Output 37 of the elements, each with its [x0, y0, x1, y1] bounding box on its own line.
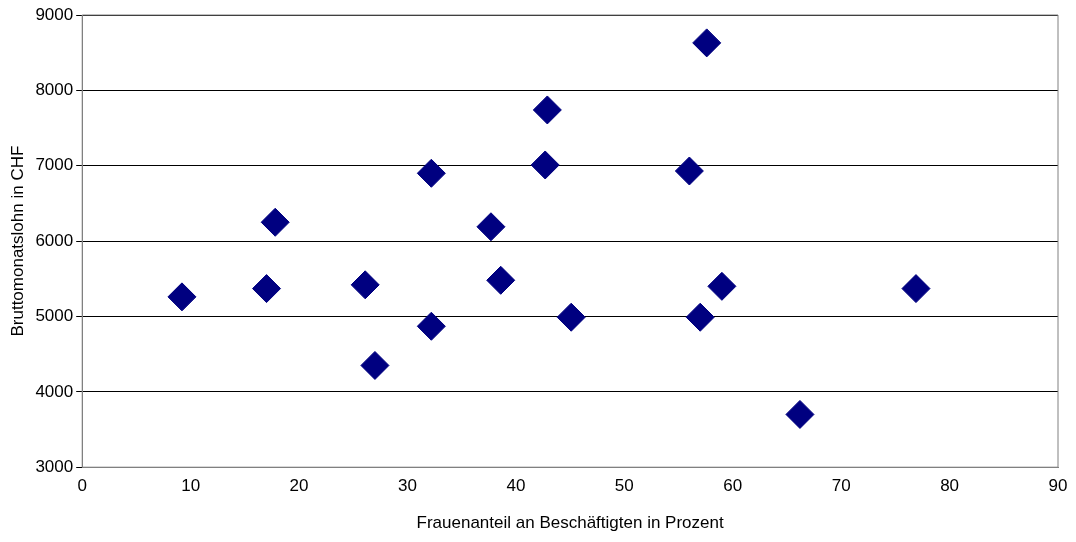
point	[486, 265, 516, 295]
point	[350, 270, 380, 300]
y-tick-label: 7000	[35, 155, 74, 175]
x-tick-label: 20	[289, 476, 309, 496]
point	[416, 158, 446, 188]
x-tick-label: 50	[614, 476, 634, 496]
point	[416, 311, 446, 341]
y-tick-label: 8000	[35, 80, 74, 100]
point	[360, 350, 390, 380]
x-tick-label: 70	[831, 476, 851, 496]
x-tick-label: 40	[506, 476, 526, 496]
x-axis-title: Frauenanteil an Beschäftigten in Prozent	[416, 513, 724, 533]
point	[252, 274, 282, 304]
point	[260, 207, 290, 237]
point	[532, 95, 562, 125]
point	[685, 302, 715, 332]
y-tick-label: 5000	[35, 306, 74, 326]
y-tick-label: 3000	[35, 456, 74, 476]
y-axis-title: Bruttomonatslohn in CHF	[7, 145, 27, 337]
x-tick-label: 10	[181, 476, 201, 496]
point	[556, 302, 586, 332]
y-tick-label: 9000	[35, 4, 74, 24]
x-tick-label: 30	[398, 476, 417, 496]
x-tick-label: 0	[77, 476, 87, 496]
point	[674, 156, 704, 186]
point	[530, 150, 560, 180]
point	[692, 28, 722, 58]
point	[167, 282, 197, 312]
x-tick-label: 60	[723, 476, 743, 496]
x-tick-label: 90	[1048, 476, 1068, 496]
point	[785, 399, 815, 429]
point	[707, 271, 737, 301]
point	[476, 212, 506, 242]
y-tick-label: 4000	[35, 381, 74, 401]
y-tick-label: 6000	[35, 230, 74, 250]
point	[901, 274, 931, 304]
x-tick-label: 80	[940, 476, 960, 496]
